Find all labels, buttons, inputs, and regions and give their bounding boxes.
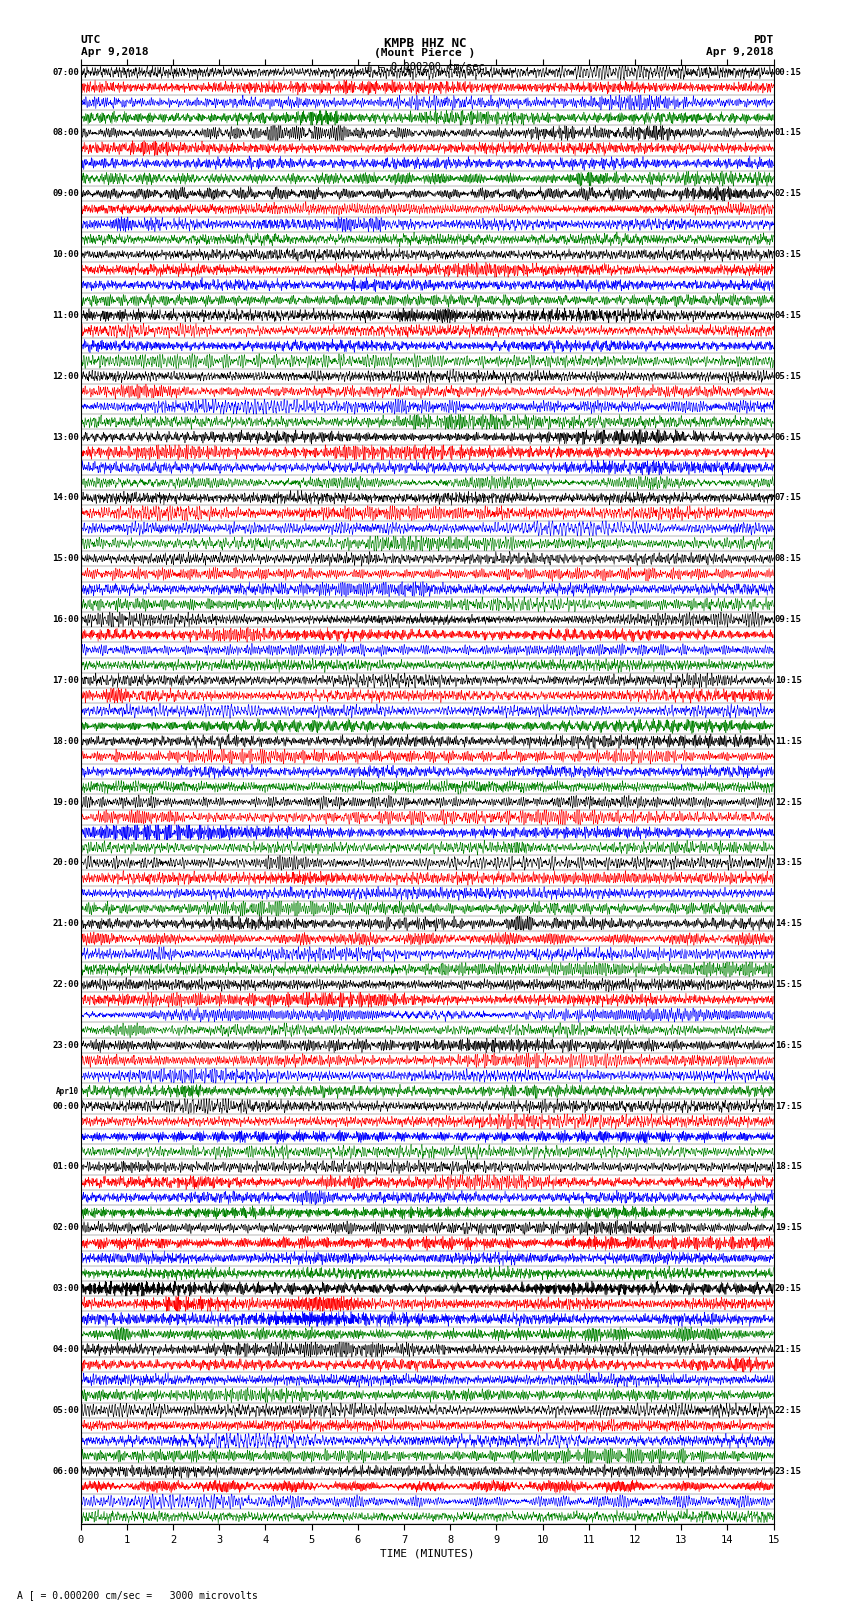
Text: 09:00: 09:00 <box>53 189 79 198</box>
Text: 23:15: 23:15 <box>775 1466 802 1476</box>
Text: 02:00: 02:00 <box>53 1223 79 1232</box>
Text: 06:15: 06:15 <box>775 432 802 442</box>
Text: 17:00: 17:00 <box>53 676 79 686</box>
Text: 18:15: 18:15 <box>775 1163 802 1171</box>
Text: 04:15: 04:15 <box>775 311 802 319</box>
Text: 05:00: 05:00 <box>53 1407 79 1415</box>
Text: 12:00: 12:00 <box>53 371 79 381</box>
Text: 02:15: 02:15 <box>775 189 802 198</box>
Text: KMPB HHZ NC: KMPB HHZ NC <box>383 37 467 50</box>
Text: 11:15: 11:15 <box>775 737 802 745</box>
Text: 13:00: 13:00 <box>53 432 79 442</box>
Text: 08:15: 08:15 <box>775 555 802 563</box>
Text: 07:00: 07:00 <box>53 68 79 77</box>
Text: 08:00: 08:00 <box>53 129 79 137</box>
Text: 16:00: 16:00 <box>53 615 79 624</box>
Text: 00:15: 00:15 <box>775 68 802 77</box>
Text: 07:15: 07:15 <box>775 494 802 502</box>
Text: [ = 0.000200 cm/sec: [ = 0.000200 cm/sec <box>366 61 484 71</box>
Text: 17:15: 17:15 <box>775 1102 802 1111</box>
Text: 11:00: 11:00 <box>53 311 79 319</box>
Text: 09:15: 09:15 <box>775 615 802 624</box>
Text: 14:00: 14:00 <box>53 494 79 502</box>
Text: 03:00: 03:00 <box>53 1284 79 1294</box>
Text: Apr 9,2018: Apr 9,2018 <box>706 47 774 56</box>
Text: 01:15: 01:15 <box>775 129 802 137</box>
Text: 18:00: 18:00 <box>53 737 79 745</box>
Text: 15:00: 15:00 <box>53 555 79 563</box>
Text: 13:15: 13:15 <box>775 858 802 868</box>
Text: Apr 9,2018: Apr 9,2018 <box>81 47 148 56</box>
Text: 22:00: 22:00 <box>53 981 79 989</box>
Text: 22:15: 22:15 <box>775 1407 802 1415</box>
Text: 19:00: 19:00 <box>53 797 79 806</box>
Text: PDT: PDT <box>753 35 774 45</box>
Text: (Mount Pierce ): (Mount Pierce ) <box>374 48 476 58</box>
Text: 15:15: 15:15 <box>775 981 802 989</box>
Text: 10:15: 10:15 <box>775 676 802 686</box>
Text: 04:00: 04:00 <box>53 1345 79 1353</box>
Text: 10:00: 10:00 <box>53 250 79 260</box>
Text: 01:00: 01:00 <box>53 1163 79 1171</box>
Text: Apr10: Apr10 <box>56 1087 79 1095</box>
Text: 21:00: 21:00 <box>53 919 79 927</box>
Text: 00:00: 00:00 <box>53 1102 79 1111</box>
Text: 20:15: 20:15 <box>775 1284 802 1294</box>
Text: UTC: UTC <box>81 35 101 45</box>
Text: 19:15: 19:15 <box>775 1223 802 1232</box>
Text: 21:15: 21:15 <box>775 1345 802 1353</box>
Text: 03:15: 03:15 <box>775 250 802 260</box>
Text: A [ = 0.000200 cm/sec =   3000 microvolts: A [ = 0.000200 cm/sec = 3000 microvolts <box>17 1590 258 1600</box>
X-axis label: TIME (MINUTES): TIME (MINUTES) <box>380 1548 474 1558</box>
Text: 16:15: 16:15 <box>775 1040 802 1050</box>
Text: 20:00: 20:00 <box>53 858 79 868</box>
Text: 14:15: 14:15 <box>775 919 802 927</box>
Text: 12:15: 12:15 <box>775 797 802 806</box>
Text: 06:00: 06:00 <box>53 1466 79 1476</box>
Text: 05:15: 05:15 <box>775 371 802 381</box>
Text: 23:00: 23:00 <box>53 1040 79 1050</box>
